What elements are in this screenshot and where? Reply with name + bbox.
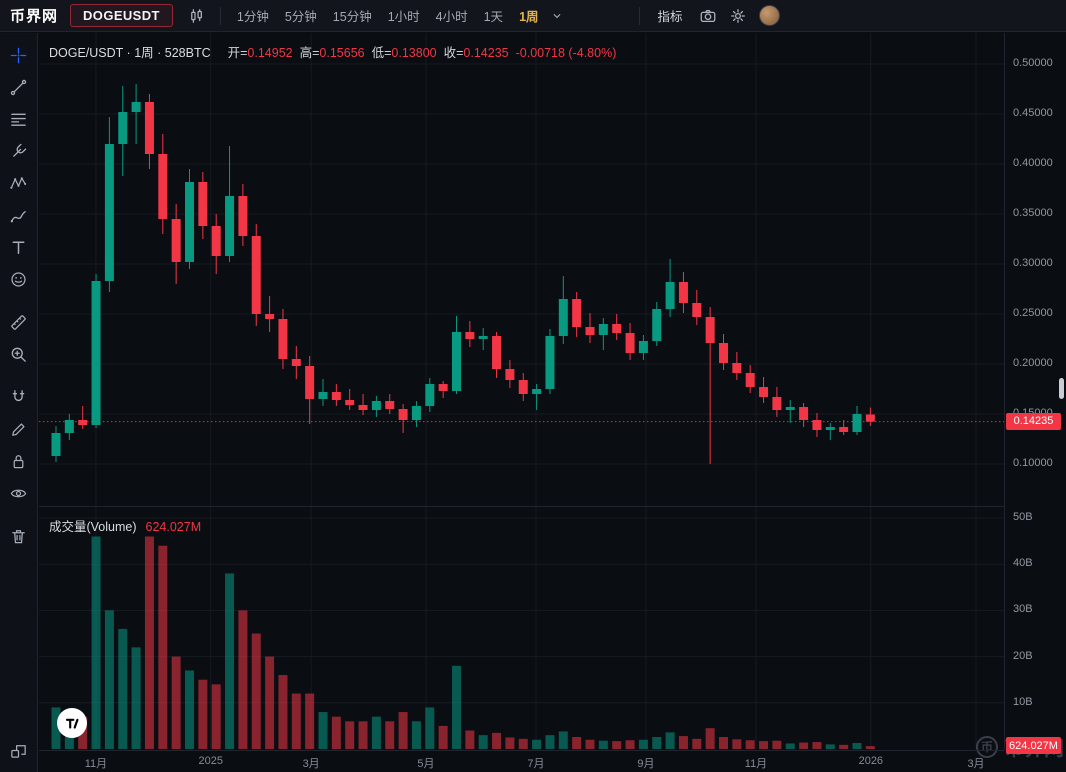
user-avatar[interactable] <box>758 5 780 26</box>
eye-tool[interactable] <box>0 477 38 509</box>
close-value: 0.14235 <box>463 46 509 60</box>
ruler-tool[interactable] <box>0 306 38 338</box>
zoom-in-tool[interactable] <box>0 338 38 370</box>
time-tick-label: 2026 <box>858 755 884 767</box>
indicators-button[interactable]: 指标 <box>648 3 693 29</box>
trash-tool[interactable] <box>0 520 38 552</box>
timeframe-4hour[interactable]: 4小时 <box>428 3 476 29</box>
close-label: 收= <box>443 46 464 60</box>
time-tick-label: 9月 <box>637 758 655 770</box>
chart-root: DOGE/USDT · 1周 · 528BTC 开=0.14952 高=0.1565… <box>39 33 1066 772</box>
time-tick-label: 11月 <box>744 758 768 770</box>
divider <box>219 6 221 25</box>
timeframe-1min[interactable]: 1分钟 <box>229 3 277 29</box>
timeframe-1week[interactable]: 1周 <box>511 3 546 29</box>
open-label: 开= <box>227 46 248 60</box>
high-value: 0.15656 <box>319 46 365 60</box>
time-tick-label: 7月 <box>527 758 545 770</box>
brush-tool[interactable] <box>0 199 38 231</box>
camera-icon[interactable] <box>693 3 723 29</box>
text-tool[interactable] <box>0 231 38 263</box>
volume-tick-label: 20B <box>1013 649 1033 662</box>
time-axis[interactable]: 11月 2025 3月 5月 7月 9月 11月 2026 3月 <box>39 750 1004 772</box>
timeframe-1hour[interactable]: 1小时 <box>380 3 428 29</box>
scrollbar-thumb[interactable] <box>1059 378 1064 399</box>
volume-title: 成交量(Volume) <box>49 520 137 534</box>
trend-line-tool[interactable] <box>0 71 38 103</box>
price-tick-label: 0.35000 <box>1013 207 1053 219</box>
symbol-button[interactable]: DOGEUSDT <box>70 4 173 27</box>
chart-canvas[interactable] <box>39 33 1004 750</box>
emoji-tool[interactable] <box>0 263 38 295</box>
volume-tick-label: 50B <box>1013 511 1033 523</box>
ohlc-legend: DOGE/USDT · 1周 · 528BTC 开=0.14952 高=0.1565… <box>49 42 616 61</box>
chevron-down-icon <box>553 13 560 18</box>
volume-tick-label: 30B <box>1013 603 1033 616</box>
price-tick-label: 0.45000 <box>1013 107 1053 119</box>
drawing-toolbar <box>0 33 38 772</box>
price-tick-label: 0.20000 <box>1013 357 1053 369</box>
volume-value: 624.027M <box>145 520 202 534</box>
time-tick-label: 2025 <box>198 755 223 767</box>
price-tick-label: 0.50000 <box>1013 57 1053 69</box>
high-label: 高= <box>299 46 320 60</box>
time-tick-label: 5月 <box>417 758 435 770</box>
last-price-tag: 0.14235 <box>1006 412 1061 430</box>
low-value: 0.13800 <box>391 46 437 60</box>
timeframe-15min[interactable]: 15分钟 <box>325 3 380 29</box>
lock-tool[interactable] <box>0 445 38 477</box>
object-tree-tool[interactable] <box>0 734 38 766</box>
candles-style-icon[interactable] <box>182 3 212 29</box>
app-logo[interactable]: 币界网 <box>10 8 59 25</box>
topbar: 币界网 DOGEUSDT 1分钟 5分钟 15分钟 1小时 4小时 1天 1周 … <box>0 0 1066 32</box>
volume-legend: 成交量(Volume) 624.027M <box>49 516 201 535</box>
time-tick-label: 3月 <box>302 758 320 770</box>
fib-retracement-tool[interactable] <box>0 103 38 135</box>
time-tick-label: 3月 <box>967 758 985 770</box>
pitchfork-tool[interactable] <box>0 135 38 167</box>
open-value: 0.14952 <box>247 46 293 60</box>
last-volume-tag: 624.027M <box>1006 737 1061 755</box>
tradingview-logo[interactable] <box>57 708 87 738</box>
magnet-tool[interactable] <box>0 381 38 413</box>
gear-icon[interactable] <box>723 3 753 29</box>
price-tick-label: 0.25000 <box>1013 307 1053 319</box>
price-axis[interactable]: 0.50000 0.45000 0.40000 0.35000 0.30000 0.250… <box>1004 33 1066 755</box>
low-label: 低= <box>371 46 392 60</box>
change-value: -0.00718 (-4.80%) <box>515 46 617 60</box>
xabcd-pattern-tool[interactable] <box>0 167 38 199</box>
timeframe-dropdown[interactable] <box>547 3 567 29</box>
timeframe-5min[interactable]: 5分钟 <box>277 3 325 29</box>
volume-tick-label: 40B <box>1013 557 1033 570</box>
tradingview-glyph <box>65 718 79 729</box>
volume-tick-label: 10B <box>1013 695 1033 708</box>
price-tick-label: 0.40000 <box>1013 157 1053 169</box>
price-tick-label: 0.10000 <box>1013 457 1053 469</box>
time-tick-label: 11月 <box>84 758 108 770</box>
legend-symbol-title[interactable]: DOGE/USDT · 1周 · 528BTC <box>49 46 211 60</box>
price-tick-label: 0.30000 <box>1013 257 1053 269</box>
timeframe-1day[interactable]: 1天 <box>476 3 511 29</box>
crosshair-tool[interactable] <box>0 39 38 71</box>
divider <box>638 6 640 25</box>
pencil-tool[interactable] <box>0 413 38 445</box>
